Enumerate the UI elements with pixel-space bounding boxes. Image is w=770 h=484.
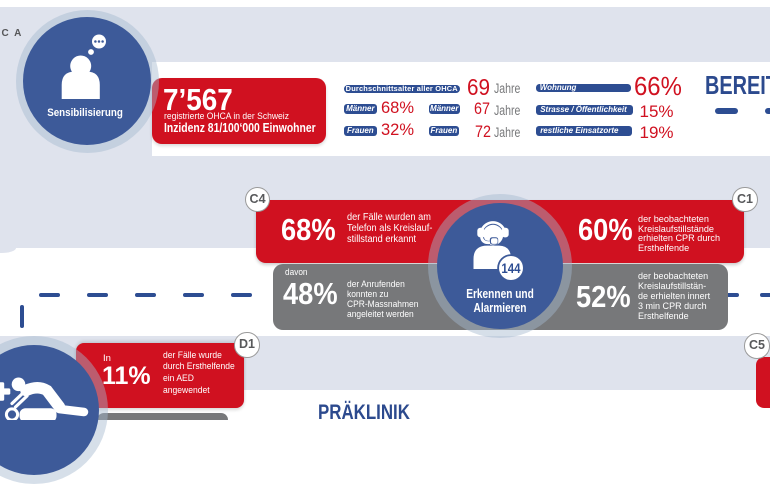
svg-text:144: 144: [501, 261, 520, 276]
